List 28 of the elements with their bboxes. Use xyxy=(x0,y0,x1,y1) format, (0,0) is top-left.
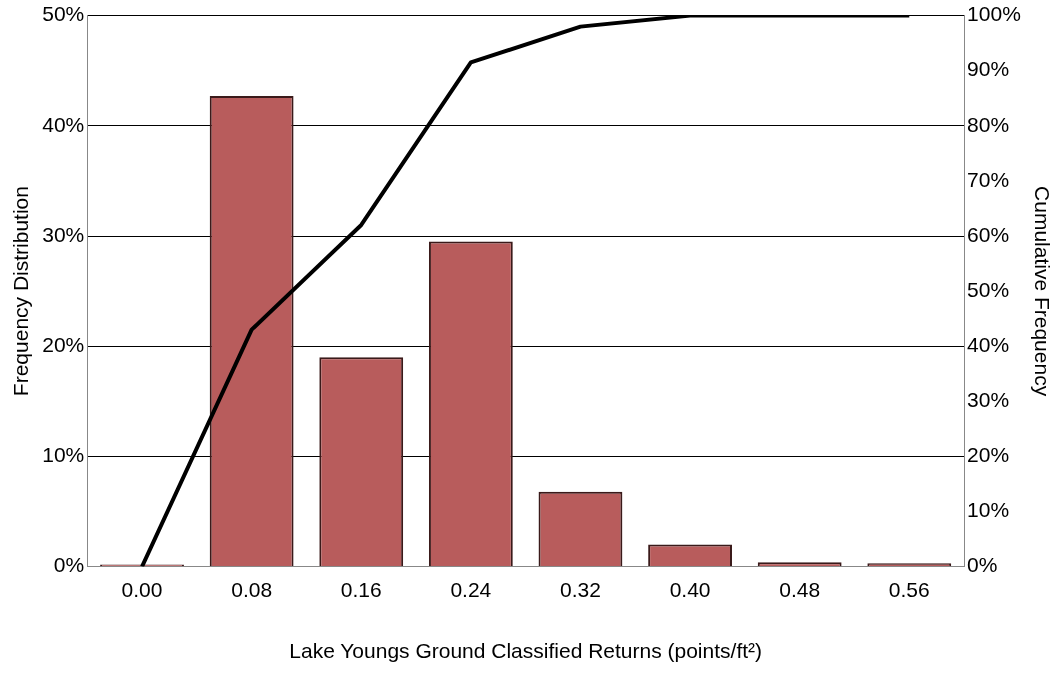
y-tick-label: 10% xyxy=(42,443,85,467)
y2-tick-label: 70% xyxy=(967,167,1010,191)
x-tick-label: 0.40 xyxy=(669,578,711,601)
x-tick-label: 0.00 xyxy=(121,578,163,601)
y-tick-label: 30% xyxy=(42,222,85,246)
y-tick-label: 20% xyxy=(42,333,85,356)
x-tick-label: 0.48 xyxy=(779,578,821,601)
x-tick-label: 0.08 xyxy=(231,578,273,601)
y2-tick-label: 0% xyxy=(967,553,998,577)
y-tick-label: 40% xyxy=(42,112,85,136)
y-tick-label: 0% xyxy=(53,553,85,577)
x-axis-title: Lake Youngs Ground Classified Returns (points/ft²) xyxy=(289,639,763,663)
y-axis-title: Frequency Distribution xyxy=(9,186,33,397)
x-tick-label: 0.32 xyxy=(560,578,601,601)
x-tick-label: 0.56 xyxy=(888,578,930,601)
y2-tick-label: 30% xyxy=(967,388,1010,412)
y-tick-label: 50% xyxy=(42,2,85,26)
y2-tick-label: 10% xyxy=(967,498,1010,522)
y2-tick-label: 50% xyxy=(967,277,1010,301)
y2-tick-label: 100% xyxy=(967,2,1021,26)
x-tick-label: 0.24 xyxy=(450,578,492,601)
y2-tick-label: 20% xyxy=(967,443,1010,467)
y2-tick-label: 80% xyxy=(967,112,1010,136)
y2-tick-label: 40% xyxy=(967,333,1010,356)
y2-tick-label: 90% xyxy=(967,57,1010,81)
y2-axis-title: Cumulative Frequency xyxy=(1030,186,1054,397)
y2-tick-label: 60% xyxy=(967,222,1010,246)
x-tick-label: 0.16 xyxy=(340,578,382,601)
